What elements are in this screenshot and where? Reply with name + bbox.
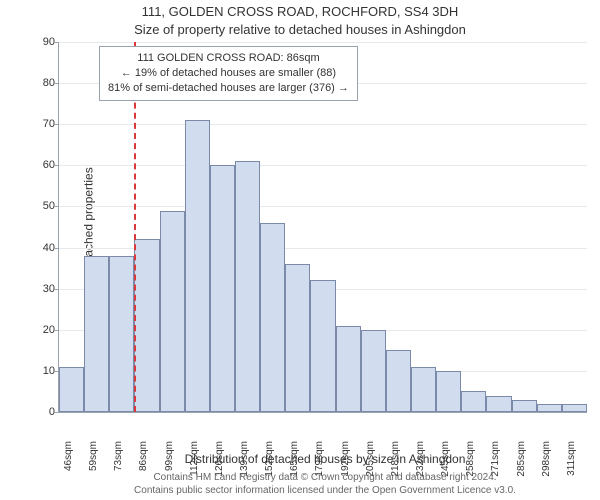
y-tick-label: 10 [31, 365, 55, 377]
histogram-bar [411, 367, 436, 412]
histogram-bar [210, 165, 235, 412]
histogram-bar [185, 120, 210, 412]
histogram-bar [235, 161, 260, 412]
histogram-bar [59, 367, 84, 412]
y-tick-mark [55, 412, 59, 413]
histogram-bar [361, 330, 386, 412]
y-tick-label: 70 [31, 118, 55, 130]
copyright-notice: Contains HM Land Registry data © Crown c… [60, 471, 590, 497]
histogram-bar [134, 239, 159, 412]
y-tick-label: 30 [31, 283, 55, 295]
histogram-bar [109, 256, 134, 412]
annotation-box: 111 GOLDEN CROSS ROAD: 86sqm← 19% of det… [99, 46, 358, 101]
y-tick-label: 40 [31, 242, 55, 254]
x-axis-label: Distribution of detached houses by size … [60, 452, 590, 466]
annotation-line-2: ← 19% of detached houses are smaller (88… [108, 66, 349, 81]
copyright-line1: Contains HM Land Registry data © Crown c… [60, 471, 590, 484]
y-tick-label: 90 [31, 36, 55, 48]
histogram-bar [512, 400, 537, 412]
page-title: 111, GOLDEN CROSS ROAD, ROCHFORD, SS4 3D… [0, 4, 600, 19]
y-tick-label: 50 [31, 200, 55, 212]
histogram-bar [486, 396, 511, 412]
y-tick-label: 20 [31, 324, 55, 336]
annotation-line-1: 111 GOLDEN CROSS ROAD: 86sqm [108, 51, 349, 66]
histogram-bar [537, 404, 562, 412]
histogram-bar [260, 223, 285, 412]
histogram-bar [461, 391, 486, 412]
histogram-bar [160, 211, 185, 412]
histogram-bar [285, 264, 310, 412]
annotation-line-3: 81% of semi-detached houses are larger (… [108, 81, 349, 96]
histogram-bar [310, 280, 335, 412]
histogram-bar [84, 256, 109, 412]
copyright-line2: Contains public sector information licen… [60, 484, 590, 497]
chart-area: 010203040506070809046sqm59sqm73sqm86sqm9… [58, 42, 586, 412]
page-subtitle: Size of property relative to detached ho… [0, 22, 600, 37]
y-tick-label: 0 [31, 406, 55, 418]
histogram-bar [436, 371, 461, 412]
plot-region: 010203040506070809046sqm59sqm73sqm86sqm9… [58, 42, 587, 413]
histogram-bar [562, 404, 587, 412]
y-tick-label: 80 [31, 77, 55, 89]
y-tick-label: 60 [31, 159, 55, 171]
histogram-bar [336, 326, 361, 412]
histogram-bar [386, 350, 411, 412]
